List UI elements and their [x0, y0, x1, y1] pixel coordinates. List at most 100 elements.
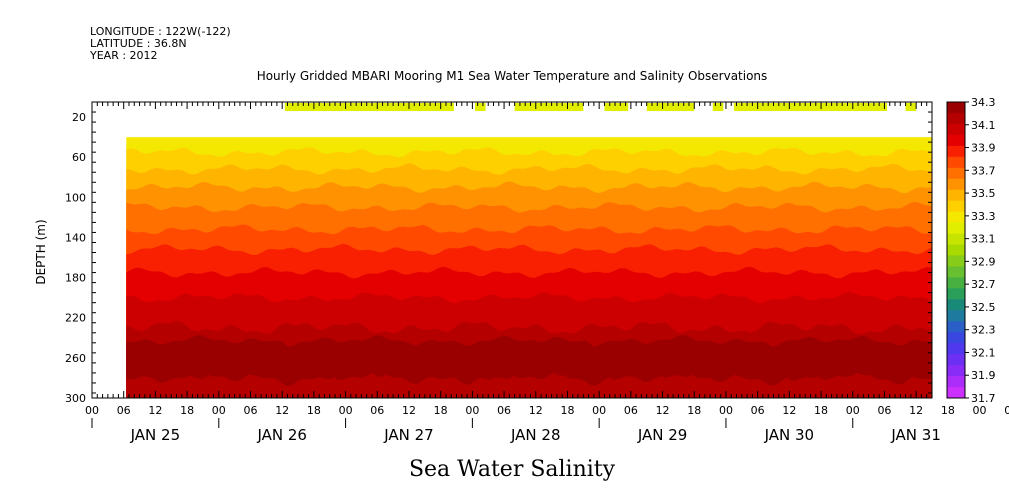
surface-band-segment — [604, 103, 629, 112]
colorbar-swatch — [947, 167, 965, 180]
y-tick-label: 100 — [65, 191, 86, 204]
colorbar-swatch — [947, 255, 965, 267]
x-tick-label: 12 — [782, 404, 796, 417]
colorbar-swatch — [947, 222, 965, 235]
colorbar-swatch — [947, 233, 965, 246]
colorbar-swatch — [947, 332, 965, 344]
colorbar-swatch — [947, 365, 965, 377]
x-tick-label: 18 — [180, 404, 194, 417]
x-tick-label: 18 — [307, 404, 321, 417]
y-tick-label: 60 — [72, 151, 86, 164]
y-tick-label: 220 — [65, 312, 86, 325]
surface-band-segment — [712, 103, 724, 112]
y-axis-title: DEPTH (m) — [34, 219, 48, 284]
colorbar-label: 31.7 — [971, 392, 996, 405]
surface-band-segment — [733, 103, 888, 112]
colorbar: 34.3 34.1 33.9 33.7 33.5 33.3 33.1 32.9 32.7 32.5… — [946, 96, 996, 405]
x-tick-label: 06 — [1004, 404, 1009, 417]
x-tick-label: 06 — [624, 404, 638, 417]
x-tick-label: 06 — [751, 404, 765, 417]
colorbar-swatch — [947, 112, 965, 125]
surface-band-segment — [514, 103, 584, 112]
x-tick-label: 12 — [656, 404, 670, 417]
colorbar-label: 34.3 — [971, 96, 996, 109]
colorbar-swatch — [947, 178, 965, 191]
colorbar-swatch — [947, 156, 965, 169]
colorbar-label: 34.1 — [971, 119, 996, 132]
x-tick-label: 00 — [85, 404, 99, 417]
x-tick-label: 06 — [117, 404, 131, 417]
x-tick-label: 00 — [846, 404, 860, 417]
surface-band-segment — [284, 103, 454, 112]
x-tick-label: 12 — [402, 404, 416, 417]
colorbar-swatch — [947, 310, 965, 322]
colorbar-swatch — [947, 145, 965, 158]
x-tick-label: 00 — [973, 404, 987, 417]
colorbar-label: 33.3 — [971, 210, 996, 223]
x-tick-label: 12 — [275, 404, 289, 417]
colorbar-swatch — [947, 288, 965, 300]
x-tick-label: 06 — [243, 404, 257, 417]
colorbar-swatch — [947, 200, 965, 213]
x-tick-label: 00 — [212, 404, 226, 417]
colorbar-label: 33.7 — [971, 164, 996, 177]
colorbar-swatch — [947, 387, 965, 399]
y-tick-label: 260 — [65, 352, 86, 365]
colorbar-label: 32.7 — [971, 278, 996, 291]
x-tick-label: 18 — [814, 404, 828, 417]
latitude-label: LATITUDE : 36.8N — [90, 37, 187, 50]
colorbar-swatch — [947, 123, 965, 136]
colorbar-swatch — [947, 102, 965, 114]
x-tick-label: 18 — [560, 404, 574, 417]
contour-band-core — [126, 335, 933, 381]
colorbar-label: 32.9 — [971, 255, 996, 268]
longitude-label: LONGITUDE : 122W(-122) — [90, 25, 231, 38]
contour-bands — [126, 103, 933, 398]
colorbar-swatch — [947, 299, 965, 311]
colorbar-label: 33.9 — [971, 142, 996, 155]
x-tick-label: 06 — [497, 404, 511, 417]
x-tick-label: 00 — [592, 404, 606, 417]
x-tick-label: 00 — [339, 404, 353, 417]
x-tick-label: 00 — [719, 404, 733, 417]
x-tick-label: 12 — [909, 404, 923, 417]
y-tick-label: 140 — [65, 231, 86, 244]
colorbar-swatch — [947, 321, 965, 333]
day-label: JAN 30 — [764, 426, 815, 444]
colorbar-frame — [946, 101, 966, 399]
colorbar-swatch — [947, 277, 965, 289]
day-label: JAN 29 — [637, 426, 688, 444]
chart-title: Hourly Gridded MBARI Mooring M1 Sea Wate… — [257, 69, 768, 83]
colorbar-label: 33.5 — [971, 187, 996, 200]
day-label: JAN 25 — [130, 426, 181, 444]
colorbar-label: 33.1 — [971, 233, 996, 246]
colorbar-label: 32.1 — [971, 346, 996, 359]
day-label: JAN 31 — [890, 426, 941, 444]
day-label: JAN 27 — [383, 426, 434, 444]
x-tick-label: 00 — [465, 404, 479, 417]
x-tick-label: 18 — [434, 404, 448, 417]
x-tick-label: 06 — [370, 404, 384, 417]
surface-band-segment — [475, 103, 486, 112]
day-label: JAN 26 — [256, 426, 307, 444]
colorbar-swatch — [947, 189, 965, 202]
colorbar-swatch — [947, 244, 965, 256]
colorbar-swatch — [947, 354, 965, 366]
surface-band-segment — [646, 103, 695, 112]
x-tick-label: 18 — [941, 404, 955, 417]
surface-band-segment — [905, 103, 917, 112]
day-label: JAN 28 — [510, 426, 561, 444]
colorbar-swatch — [947, 211, 965, 224]
y-tick-label: 180 — [65, 272, 86, 285]
colorbar-swatch — [947, 343, 965, 355]
colorbar-swatch — [947, 266, 965, 278]
y-tick-label: 20 — [72, 111, 86, 124]
x-tick-label: 12 — [148, 404, 162, 417]
colorbar-label: 32.5 — [971, 301, 996, 314]
colorbar-swatch — [947, 134, 965, 147]
y-tick-label: 300 — [65, 392, 86, 405]
x-tick-label: 12 — [529, 404, 543, 417]
colorbar-label: 32.3 — [971, 324, 996, 337]
